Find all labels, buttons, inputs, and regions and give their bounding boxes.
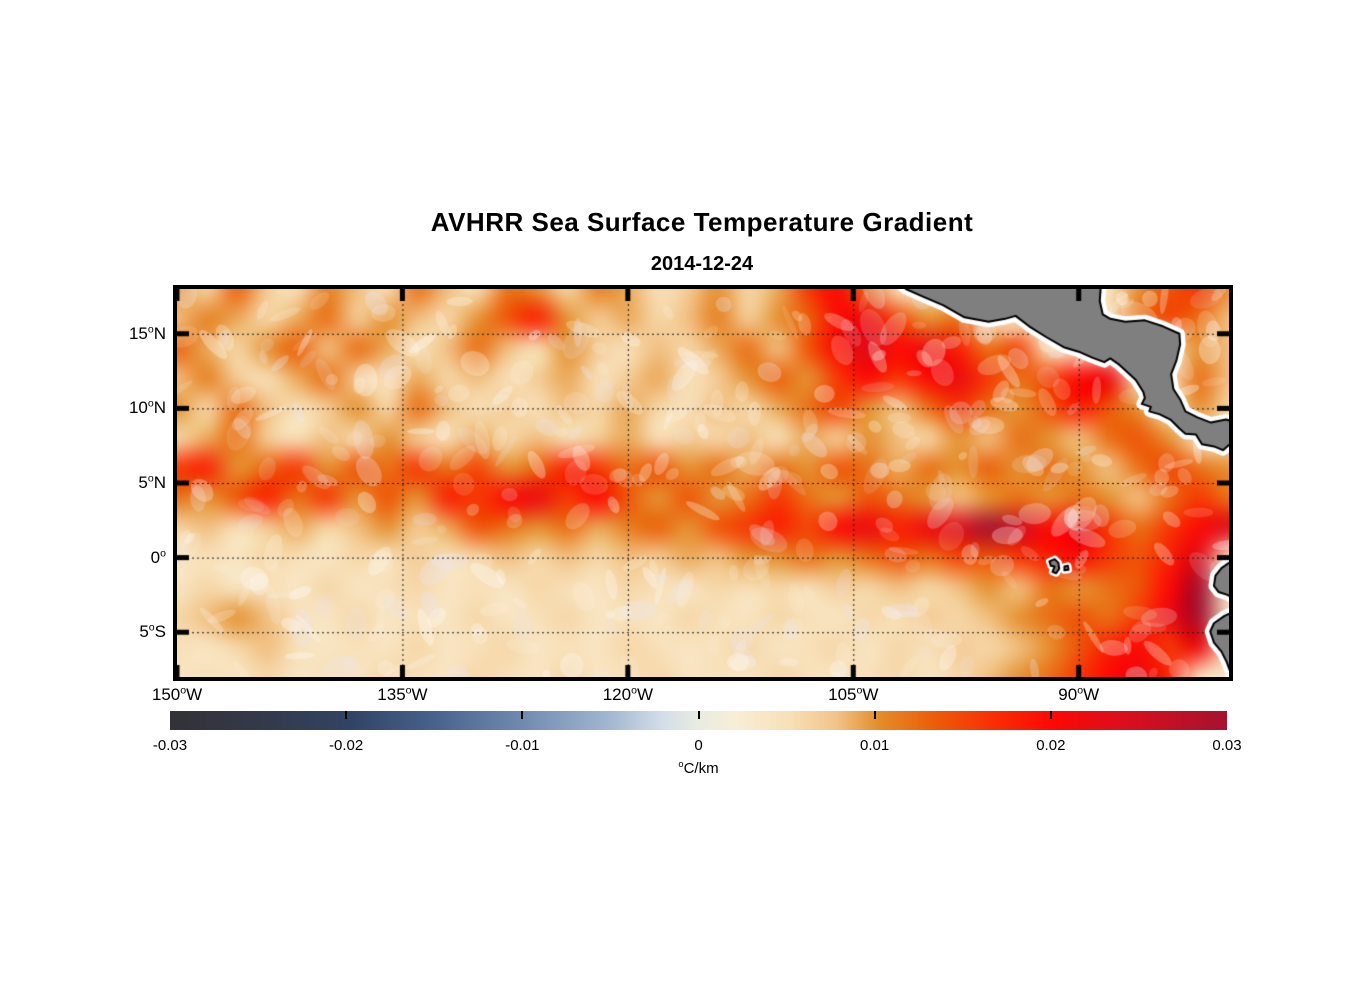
y-tick-value: 5 [139, 622, 149, 642]
y-tick-hemisphere: N [153, 473, 166, 492]
degree-superscript: o [631, 684, 637, 697]
x-tick-hemisphere: W [186, 685, 203, 704]
degree-superscript: o [147, 323, 154, 336]
x-tick-value: 120 [602, 685, 632, 704]
colorbar-tick-mark [521, 711, 524, 719]
degree-superscript: o [405, 684, 412, 697]
x-axis-tick-label: 135oW [342, 684, 462, 706]
x-tick-hemisphere: W [1083, 685, 1100, 704]
colorbar-unit-label: oC/km [633, 759, 764, 777]
x-axis-tick-label: 105oW [793, 684, 913, 706]
degree-superscript: o [147, 397, 154, 410]
degree-superscript: o [148, 621, 155, 634]
colorbar-gradient [170, 711, 1227, 730]
y-axis-tick-label: 15oN [129, 323, 166, 345]
degree-superscript: o [147, 472, 154, 485]
colorbar-tick-label: 0.02 [1036, 737, 1066, 754]
y-axis-tick-label: 10oN [129, 397, 166, 419]
colorbar-unit-text: C/km [683, 760, 719, 777]
colorbar-tick-label: -0.03 [152, 737, 188, 754]
x-tick-value: 105 [828, 685, 857, 704]
y-axis-tick-label: 5oN [138, 472, 166, 494]
x-tick-value: 90 [1058, 685, 1078, 704]
x-tick-hemisphere: W [862, 685, 879, 704]
colorbar-tick-mark [697, 711, 700, 719]
chart-title: AVHRR Sea Surface Temperature Gradient [430, 207, 974, 237]
degree-superscript: o [160, 546, 166, 559]
y-axis-tick-label: 5oS [139, 621, 166, 643]
x-axis-tick-label: 150oW [117, 684, 237, 706]
colorbar-tick-label: 0 [694, 737, 703, 754]
x-tick-hemisphere: W [636, 685, 653, 704]
colorbar-tick-mark [873, 711, 876, 719]
x-axis-tick-label: 120oW [568, 684, 688, 706]
y-tick-value: 15 [128, 323, 148, 343]
y-axis-tick-label: 0o [151, 547, 166, 569]
chart-subtitle: 2014-12-24 [650, 253, 754, 275]
degree-superscript: o [856, 684, 863, 697]
degree-superscript: o [180, 684, 187, 697]
x-tick-value: 150 [151, 685, 181, 704]
colorbar-tick-label: -0.02 [329, 737, 364, 754]
y-tick-hemisphere: S [154, 622, 166, 642]
y-tick-hemisphere: N [153, 323, 166, 343]
colorbar-tick-label: 0.01 [860, 737, 890, 754]
sst-map-canvas [177, 289, 1229, 677]
degree-superscript: o [678, 759, 684, 769]
y-tick-value: 10 [128, 398, 148, 418]
colorbar-tick-label: -0.01 [505, 737, 540, 754]
y-tick-value: 0 [150, 547, 161, 567]
x-tick-hemisphere: W [411, 685, 428, 704]
y-tick-hemisphere: N [153, 398, 166, 418]
map-plot-area [173, 285, 1233, 681]
x-tick-value: 135 [377, 685, 406, 704]
colorbar-tick-mark [1049, 711, 1052, 719]
y-tick-value: 5 [138, 473, 148, 492]
x-axis-tick-label: 90oW [1019, 684, 1139, 706]
colorbar-tick-mark [345, 711, 348, 719]
colorbar-tick-label: 0.03 [1212, 737, 1242, 754]
degree-superscript: o [1077, 684, 1084, 697]
